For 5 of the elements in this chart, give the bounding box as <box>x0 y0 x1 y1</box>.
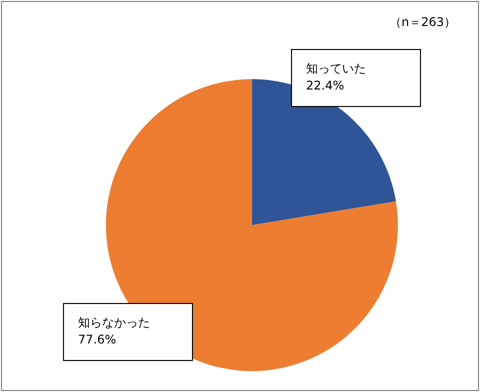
text: （n＝263） <box>389 15 456 29</box>
data-label: 77.6% <box>78 332 116 346</box>
slice-label: 知らなかった <box>78 316 150 330</box>
slice-label: 知っていた <box>306 62 366 76</box>
data-label: 22.4% <box>306 78 344 92</box>
